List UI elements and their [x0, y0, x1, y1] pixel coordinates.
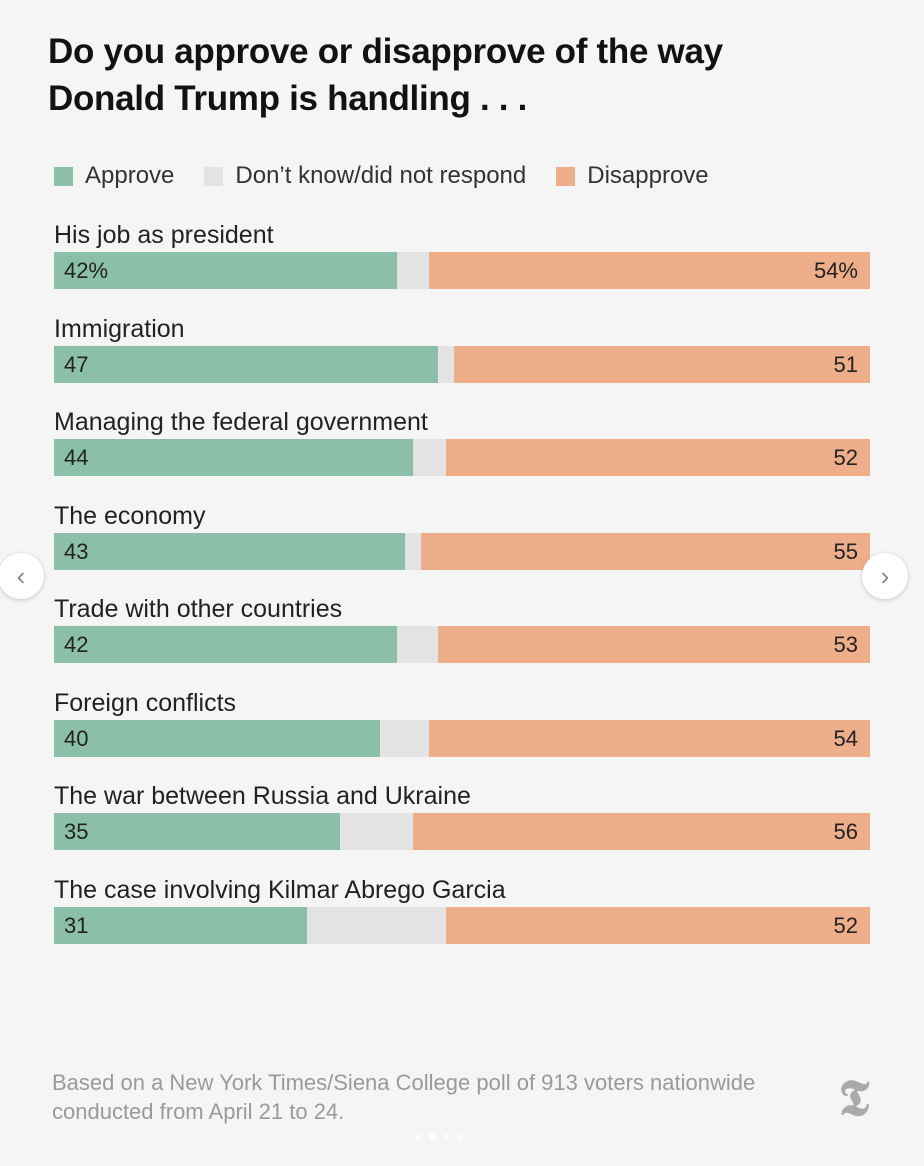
disapprove-value-label: 55: [833, 538, 858, 564]
carousel-next-button[interactable]: ›: [862, 553, 908, 599]
carousel-prev-button[interactable]: ‹: [0, 553, 44, 599]
bar-approve: [54, 532, 405, 570]
carousel-dots: [415, 1133, 464, 1140]
bar-approve: [54, 626, 397, 663]
stacked-bar: 42 53: [54, 626, 870, 663]
approve-value-label: 40: [64, 725, 89, 751]
category-label: Trade with other countries: [54, 595, 343, 623]
bar-row: The economy 43 55: [54, 500, 870, 570]
legend-label: Don’t know/did not respond: [235, 162, 527, 189]
bar-dont-know: [404, 532, 422, 570]
stacked-bar: 44 52: [54, 439, 870, 476]
category-label: The economy: [54, 501, 206, 530]
bar-dont-know: [380, 719, 430, 757]
legend-disapprove: Disapprove: [556, 162, 709, 190]
stacked-bar: 35 56: [54, 813, 870, 850]
stacked-bar: 40 54: [54, 719, 870, 757]
approve-value-label: 43: [64, 538, 89, 564]
stacked-bar: 42% 54%: [54, 252, 870, 289]
bar-disapprove: [413, 813, 870, 850]
stacked-bar: 47 51: [54, 345, 870, 383]
legend-swatch-disapprove: [556, 166, 576, 186]
bar-dont-know: [437, 345, 454, 383]
disapprove-value-label: 53: [833, 632, 858, 657]
footnote: Based on a New York Times/Siena College …: [52, 1070, 756, 1124]
approve-value-label: 44: [64, 445, 89, 470]
bar-approve: [54, 252, 397, 289]
category-label: His job as president: [54, 221, 274, 249]
stacked-bar: 43 55: [54, 532, 870, 570]
category-label: Immigration: [54, 314, 185, 343]
legend-swatch-dont-know: [204, 166, 224, 186]
bar-dont-know: [396, 626, 438, 663]
carousel-dot[interactable]: [415, 1133, 422, 1140]
bar-approve: [54, 719, 381, 757]
disapprove-value-label: 54%: [813, 258, 858, 283]
bar-row: The war between Russia and Ukraine 35 56: [54, 780, 870, 850]
approve-value-label: 35: [64, 819, 89, 844]
bar-disapprove: [429, 719, 870, 757]
carousel-dot[interactable]: [443, 1133, 450, 1140]
carousel-dot[interactable]: [429, 1133, 436, 1140]
approve-value-label: 42: [64, 632, 89, 657]
legend-approve: Approve: [54, 162, 174, 190]
disapprove-value-label: 56: [833, 819, 858, 844]
bar-dont-know: [339, 813, 414, 850]
bar-row: Trade with other countries 42 53: [54, 593, 870, 663]
approve-value-label: 31: [64, 912, 89, 938]
bar-dont-know: [396, 252, 430, 289]
bar-row: The case involving Kilmar Abrego Garcia …: [54, 874, 870, 944]
category-label: The war between Russia and Ukraine: [54, 782, 471, 810]
bar-dont-know: [306, 906, 446, 944]
legend-label: Approve: [85, 162, 175, 189]
category-label: Foreign conflicts: [54, 688, 237, 717]
bar-disapprove: [445, 906, 870, 944]
bar-row: Immigration 47 51: [54, 313, 870, 383]
disapprove-value-label: 52: [833, 445, 858, 470]
bar-row: His job as president 42% 54%: [54, 219, 870, 289]
bar-disapprove: [437, 626, 870, 663]
legend: Approve Don’t know/did not respond Disap…: [54, 162, 739, 190]
bar-approve: [54, 439, 414, 476]
stacked-bar: 31 52: [54, 906, 870, 944]
bar-approve: [54, 906, 307, 944]
bar-approve: [54, 345, 438, 383]
bar-approve: [54, 813, 340, 850]
legend-dont-know: Don’t know/did not respond: [204, 162, 526, 190]
nyt-logo: 𝕿: [838, 1070, 870, 1126]
bar-row: Foreign conflicts 40 54: [54, 687, 870, 757]
bar-disapprove: [421, 532, 870, 570]
category-label: Managing the federal government: [54, 408, 428, 436]
legend-swatch-approve: [54, 166, 73, 186]
bar-row: Managing the federal government 44 52: [54, 406, 870, 476]
bar-disapprove: [445, 439, 870, 476]
disapprove-value-label: 52: [833, 912, 858, 938]
legend-label: Disapprove: [587, 162, 709, 189]
disapprove-value-label: 54: [833, 725, 858, 751]
carousel-dot[interactable]: [457, 1133, 464, 1140]
chevron-left-icon: ‹: [16, 560, 26, 591]
chart-title: Do you approve or disapprove of the way …: [48, 32, 723, 118]
category-label: The case involving Kilmar Abrego Garcia: [54, 875, 506, 904]
approve-value-label: 47: [64, 351, 89, 377]
bar-disapprove: [429, 252, 870, 289]
approve-value-label: 42%: [64, 258, 109, 283]
bar-disapprove: [453, 345, 870, 383]
disapprove-value-label: 51: [833, 351, 858, 377]
chevron-right-icon: ›: [880, 560, 890, 591]
bar-dont-know: [413, 439, 446, 476]
